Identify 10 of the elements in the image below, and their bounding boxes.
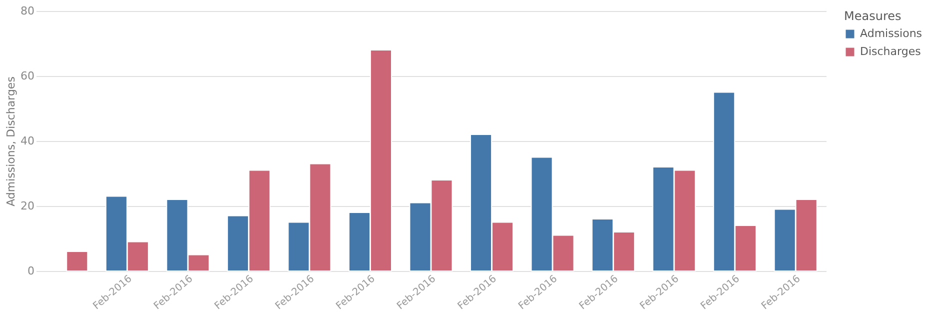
legend-title: Measures [844,9,902,23]
y-tick-label: 20 [20,200,34,212]
y-tick-label: 0 [28,264,34,278]
y-tick-label: 60 [20,70,34,82]
legend-label: Discharges [860,45,922,58]
legend-label: Admissions [860,27,922,40]
y-axis-title: Admissions, Discharges [4,76,18,206]
y-tick-label: 80 [20,4,34,18]
bar [66,251,88,272]
y-tick-label: 40 [20,134,34,148]
